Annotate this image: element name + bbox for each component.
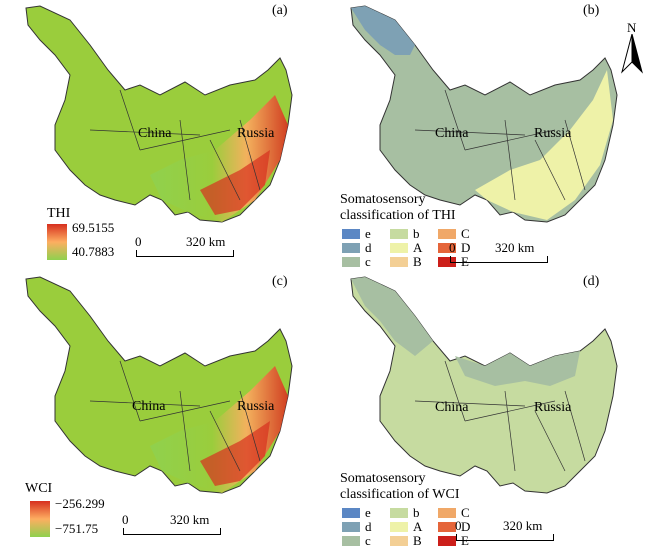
scale-bar xyxy=(456,534,554,541)
scale-zero: 0 xyxy=(455,518,462,533)
scale-zero: 0 xyxy=(135,234,142,249)
north-label: N xyxy=(627,20,637,35)
panel-b: (b) China Russia Somatosensory classific… xyxy=(325,0,650,270)
scale-label: 320 km xyxy=(186,234,226,249)
china-label: China xyxy=(435,126,469,141)
legend-title-line2: classification of WCI xyxy=(340,487,460,502)
legend-title: WCI xyxy=(25,481,53,496)
color-ramp xyxy=(47,224,67,260)
panel-label: (c) xyxy=(272,274,288,289)
legend-swatch xyxy=(438,521,456,532)
legend-item-e: e xyxy=(342,504,390,520)
panel-label: (a) xyxy=(272,3,288,18)
legend-code: d xyxy=(365,518,372,534)
legend-max: −256.299 xyxy=(55,496,105,511)
legend-item-d: d xyxy=(342,518,390,534)
scale-bar xyxy=(136,250,234,257)
legend-item-C: C xyxy=(438,504,486,520)
russia-label: Russia xyxy=(237,399,275,414)
wci-map xyxy=(25,276,293,494)
legend-swatch xyxy=(438,256,456,267)
china-label: China xyxy=(138,126,172,141)
legend-item-D: D xyxy=(438,518,486,534)
legend-code: b xyxy=(413,225,420,241)
scale-label: 320 km xyxy=(495,240,535,255)
legend-code: D xyxy=(461,518,471,534)
legend-code: b xyxy=(413,504,420,520)
legend-swatch xyxy=(342,242,360,253)
legend-code: B xyxy=(413,532,422,548)
legend-code: d xyxy=(365,239,372,255)
panel-c: (c) China Russia WCI −256.299 −751.75 0 … xyxy=(0,271,325,541)
legend-swatch xyxy=(438,242,456,253)
legend-swatch xyxy=(390,242,408,253)
legend-item-d: d xyxy=(342,239,390,255)
legend-item-E: E xyxy=(438,253,486,269)
legend-code: E xyxy=(461,253,469,269)
legend-item-b: b xyxy=(390,225,438,241)
legend-swatch xyxy=(342,228,360,239)
legend-swatch xyxy=(390,228,408,239)
legend-swatch xyxy=(342,507,360,518)
legend-code: A xyxy=(413,239,423,255)
russia-label: Russia xyxy=(534,126,572,141)
legend-title: THI xyxy=(47,206,71,221)
wci-classification-map xyxy=(350,276,618,494)
north-arrow-icon xyxy=(621,34,643,74)
panel-label: (b) xyxy=(583,3,600,18)
legend-swatch xyxy=(438,228,456,239)
russia-label: Russia xyxy=(534,400,572,415)
scale-bar xyxy=(123,528,221,535)
thi-classification-map xyxy=(350,5,618,223)
legend-title-line2: classification of THI xyxy=(340,208,456,223)
legend-item-C: C xyxy=(438,225,486,241)
legend-swatch xyxy=(390,256,408,267)
legend-item-b: b xyxy=(390,504,438,520)
legend-code: B xyxy=(413,253,422,269)
panel-a: (a) China Russia THI 69.5155 40.7883 0 3… xyxy=(0,0,325,270)
scale-bar xyxy=(450,256,548,263)
legend-code: C xyxy=(461,504,470,520)
legend-item-e: e xyxy=(342,225,390,241)
legend-swatch xyxy=(342,256,360,267)
legend-item-A: A xyxy=(390,239,438,255)
legend-swatch xyxy=(390,521,408,532)
legend-code: e xyxy=(365,225,371,241)
legend-code: c xyxy=(365,253,371,269)
legend-code: D xyxy=(461,239,471,255)
legend-code: C xyxy=(461,225,470,241)
legend-title-line1: Somatosensory xyxy=(340,471,426,486)
scale-zero: 0 xyxy=(449,240,456,255)
legend-swatch xyxy=(342,521,360,532)
russia-label: Russia xyxy=(237,126,275,141)
legend-max: 69.5155 xyxy=(72,220,115,235)
legend-code: e xyxy=(365,504,371,520)
legend-swatch xyxy=(438,507,456,518)
thi-map xyxy=(25,5,293,223)
legend-item-c: c xyxy=(342,253,390,269)
legend-code: c xyxy=(365,532,371,548)
legend-min: −751.75 xyxy=(55,521,99,536)
legend-item-B: B xyxy=(390,253,438,269)
scale-label: 320 km xyxy=(503,518,543,533)
color-ramp xyxy=(30,501,50,537)
north-arrow: N xyxy=(620,20,644,74)
scale-zero: 0 xyxy=(122,512,129,527)
legend-swatch xyxy=(390,507,408,518)
china-label: China xyxy=(132,399,166,414)
legend-title-line1: Somatosensory xyxy=(340,192,426,207)
panel-d: (d) China Russia Somatosensory classific… xyxy=(325,271,650,548)
legend-code: A xyxy=(413,518,423,534)
legend-item-A: A xyxy=(390,518,438,534)
panel-label: (d) xyxy=(583,274,600,289)
china-label: China xyxy=(435,400,469,415)
legend-item-D: D xyxy=(438,239,486,255)
scale-label: 320 km xyxy=(170,512,210,527)
legend-min: 40.7883 xyxy=(72,244,115,259)
